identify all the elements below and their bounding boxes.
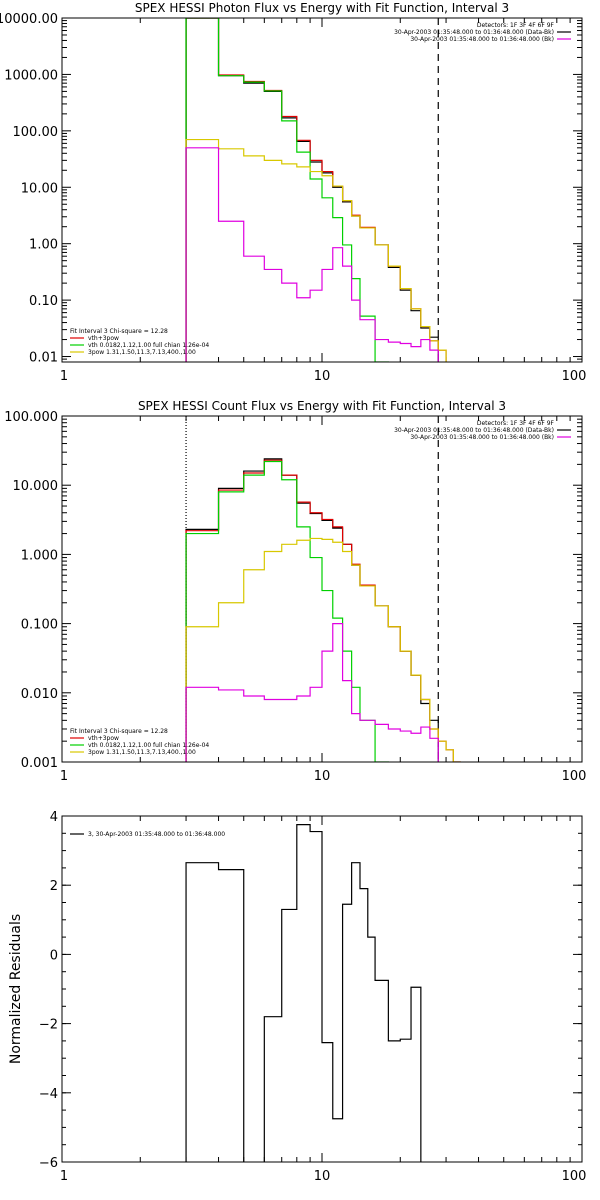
plot-area	[185, 824, 422, 1162]
y-tick-label: 4	[50, 810, 58, 825]
series-yellow-histogram	[185, 537, 461, 762]
legend-left-entry: vth+3pow	[88, 735, 119, 742]
y-axis-label: Normalized Residuals	[8, 914, 24, 1064]
y-tick-label: 2	[50, 879, 58, 894]
y-tick-label: 0.100	[21, 618, 58, 633]
series-magenta-histogram	[185, 147, 439, 362]
y-tick-label: 1000.00	[4, 68, 58, 83]
panel-2: SPEX HESSI Count Flux vs Energy with Fit…	[4, 399, 586, 784]
series-black-histogram	[185, 824, 422, 1162]
panel-1: SPEX HESSI Photon Flux vs Energy with Fi…	[0, 1, 586, 384]
legend-right-entry: Detectors: 1F 3F 4F 6F 9F	[477, 420, 555, 427]
y-tick-label: 0.10	[29, 294, 58, 309]
series-magenta-histogram	[185, 623, 439, 762]
x-tick-label: 100	[562, 369, 587, 384]
x-tick-label: 1	[60, 369, 68, 384]
plot-frame	[61, 415, 583, 763]
y-tick-label: 1.000	[21, 548, 58, 563]
series-yellow-histogram	[185, 138, 447, 362]
y-tick-label: −6	[39, 1156, 58, 1171]
plot-frame	[61, 815, 583, 1163]
y-tick-label: 0	[50, 948, 58, 963]
series-black-histogram	[185, 18, 439, 362]
legend-left-entry: 3, 30-Apr-2003 01:35:48.000 to 01:36:48.…	[88, 831, 225, 838]
y-tick-label: 10000.00	[0, 12, 58, 27]
y-tick-label: 0.01	[29, 351, 58, 366]
legend-left-entry: vth 0.0182,1.12,1.00 full chian 1.26e-04	[88, 742, 209, 749]
plot-area	[185, 18, 447, 362]
y-tick-label: 0.001	[21, 756, 58, 771]
y-tick-label: −4	[39, 1087, 58, 1102]
chart-title: SPEX HESSI Photon Flux vs Energy with Fi…	[135, 1, 509, 15]
y-tick-label: 100.00	[13, 125, 59, 140]
legend-right-entry: 30-Apr-2003 01:35:48.000 to 01:36:48.000…	[410, 434, 554, 441]
y-tick-label: 10.000	[13, 479, 59, 494]
y-tick-label: 10.00	[21, 181, 58, 196]
x-tick-label: 10	[314, 1169, 331, 1184]
legend-right-entry: 30-Apr-2003 01:35:48.000 to 01:36:48.000…	[394, 427, 554, 434]
legend-left-entry: Fit Interval 3 Chi-square = 12.28	[70, 328, 168, 335]
x-tick-label: 10	[314, 769, 331, 784]
y-tick-label: 1.00	[29, 238, 58, 253]
legend-right-entry: 30-Apr-2003 01:35:48.000 to 01:36:48.000…	[394, 29, 554, 36]
x-tick-label: 100	[562, 769, 587, 784]
legend-left-entry: vth 0.0182,1.12,1.00 full chian 1.26e-04	[88, 342, 209, 349]
panel-3: Normalized Residuals 1 10 100 4 2 0 −2 −4 −6 3, 30…	[8, 810, 586, 1184]
legend-left-entry: 3pow 1.31,1.50,11.3,7.13,400.,1.00	[88, 349, 196, 356]
legend-right-entry: 30-Apr-2003 01:35:48.000 to 01:36:48.000…	[410, 36, 554, 43]
chart-title: SPEX HESSI Count Flux vs Energy with Fit…	[138, 399, 506, 413]
x-tick-label: 1	[60, 1169, 68, 1184]
x-tick-label: 100	[562, 1169, 587, 1184]
x-tick-label: 1	[60, 769, 68, 784]
plot-frame	[61, 17, 583, 363]
series-green-histogram	[185, 18, 389, 362]
series-green-histogram	[185, 460, 389, 762]
legend-left-entry: Fit Interval 3 Chi-square = 12.28	[70, 728, 168, 735]
legend-left-entry: 3pow 1.31,1.50,11.3,7.13,400.,1.00	[88, 749, 196, 756]
x-tick-label: 10	[314, 369, 331, 384]
y-tick-label: −2	[39, 1018, 58, 1033]
series-red-histogram	[185, 18, 447, 362]
legend-left-entry: vth+3pow	[88, 335, 119, 342]
legend-right-entry: Detectors: 1F 3F 4F 6F 9F	[477, 22, 555, 29]
series-black-histogram	[185, 458, 439, 762]
y-tick-label: 100.000	[4, 410, 58, 425]
y-tick-label: 0.010	[21, 687, 58, 702]
plot-area	[185, 416, 461, 762]
series-red-histogram	[185, 459, 461, 762]
